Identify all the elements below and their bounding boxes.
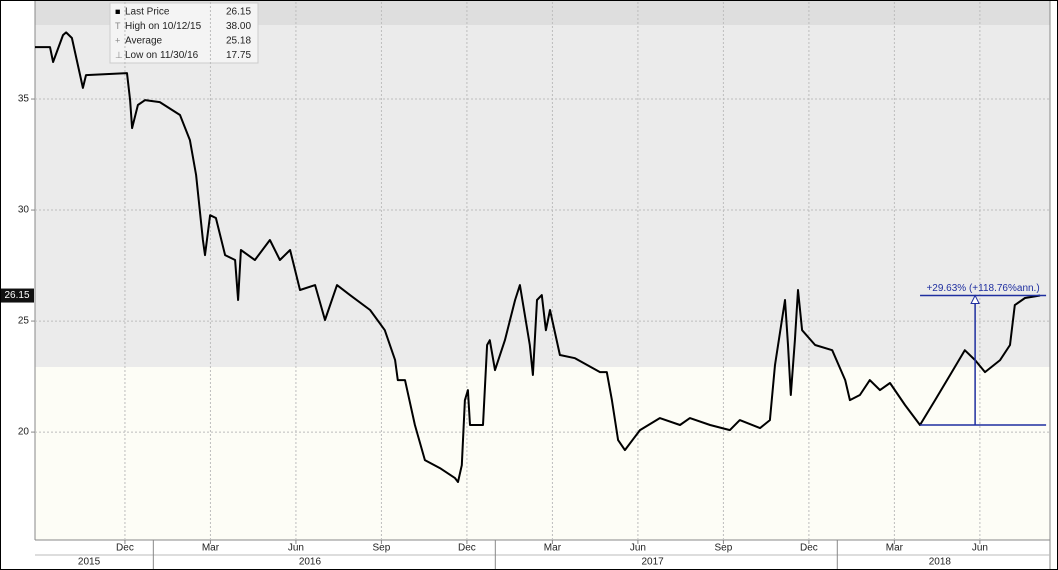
x-tick-label: Dec (116, 543, 134, 554)
x-tick-label: Dec (800, 543, 818, 554)
x-tick-label: Sep (373, 543, 391, 554)
legend-icon: T (115, 21, 121, 31)
x-tick-label: Mar (202, 543, 220, 554)
legend-value: 25.18 (226, 36, 251, 47)
lower-band (35, 367, 1050, 540)
y-tick-label: 30 (18, 205, 30, 216)
year-label: 2017 (641, 557, 664, 568)
annotation-text: +29.63% (+118.76%ann.) (926, 283, 1039, 294)
y-tick-label: 25 (18, 316, 30, 327)
x-tick-label: Jun (972, 543, 988, 554)
year-label: 2015 (78, 557, 101, 568)
x-tick-label: Jun (630, 543, 646, 554)
legend-icon: ■ (115, 6, 120, 16)
legend-value: 17.75 (226, 50, 251, 61)
x-tick-label: Mar (544, 543, 562, 554)
y-tick-label: 20 (18, 427, 30, 438)
legend-icon: ⊥ (115, 50, 123, 60)
x-tick-label: Jun (288, 543, 304, 554)
annotation-arrowhead (970, 294, 980, 305)
legend-box (109, 2, 259, 64)
price-line (35, 31, 1041, 483)
legend-label: Low on 11/30/16 (125, 50, 199, 61)
legend: ■ Last Price 26.15 T High on 10/12/15 38.00 + A… (109, 2, 259, 64)
year-label: 2016 (299, 557, 322, 568)
legend-label: Last Price (125, 7, 170, 18)
last-price-tag (1, 288, 34, 303)
x-tick-label: Sep (715, 543, 733, 554)
x-tick-label: Mar (886, 543, 904, 554)
y-tick-label: 35 (18, 94, 30, 105)
year-label: 2018 (929, 557, 952, 568)
x-tick-label: Dec (458, 543, 476, 554)
legend-label: High on 10/12/15 (125, 21, 202, 32)
last-price-value: 26.15 (4, 290, 29, 301)
legend-icon: + (115, 35, 120, 45)
legend-value: 26.15 (226, 7, 251, 18)
legend-value: 38.00 (226, 21, 251, 32)
legend-label: Average (125, 36, 163, 47)
